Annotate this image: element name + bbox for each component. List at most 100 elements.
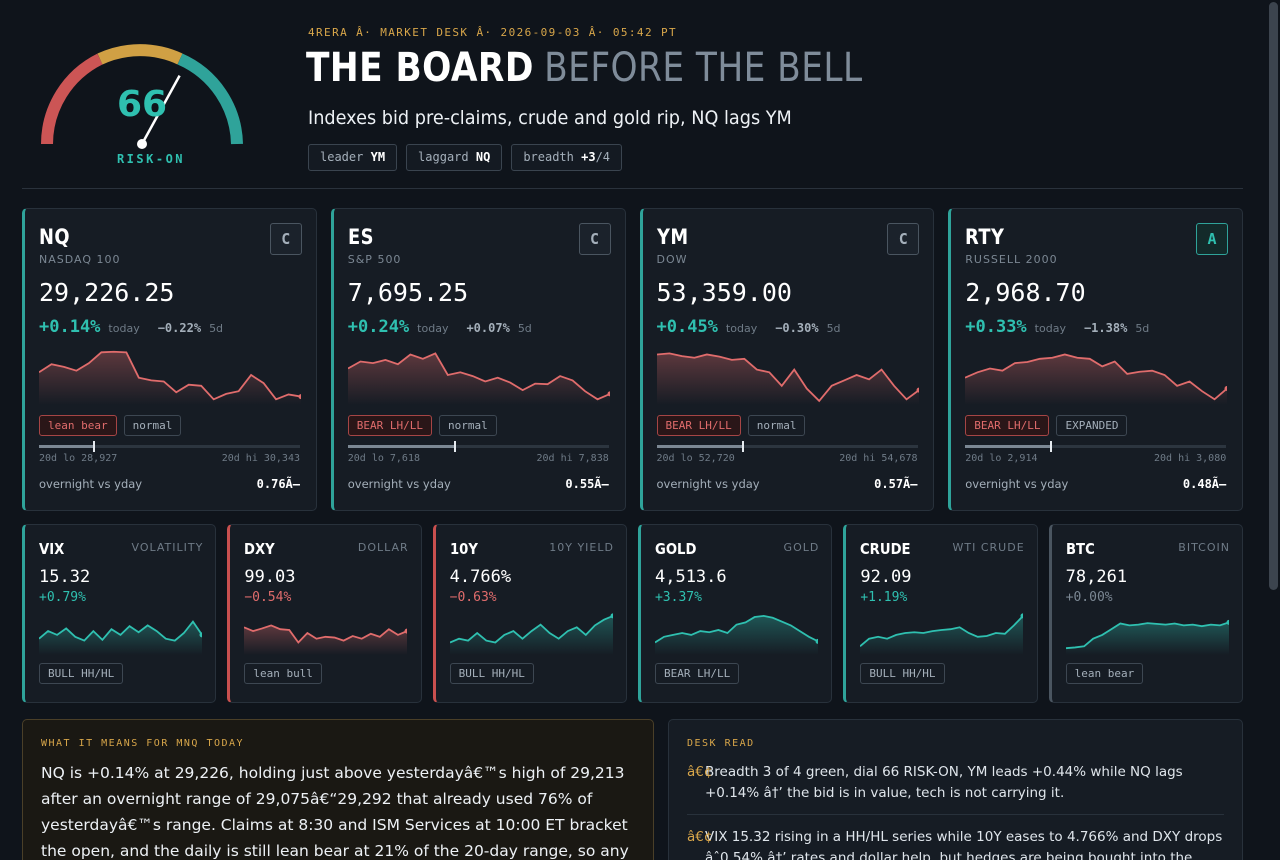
asset-change: +3.37% [654, 590, 702, 605]
sparkline [347, 352, 610, 405]
change-today: +0.14% [39, 317, 101, 337]
asset-card-crude[interactable]: CRUDE WTI CRUDE 92.09 +1.19% BULL HH/HL [843, 524, 1038, 703]
sparkline-last-point [1020, 613, 1024, 619]
sparkline-line [449, 615, 613, 644]
headline: Indexes bid pre-claims, crude and gold r… [308, 107, 792, 129]
sparkline-last-point [298, 394, 301, 400]
sparkline [860, 613, 1024, 655]
overnight-label: overnight vs yday [965, 477, 1069, 491]
chip-label: leader [320, 150, 364, 164]
scrollbar[interactable] [1269, 2, 1278, 590]
trend-tag: BULL HH/HL [449, 663, 534, 684]
range-fill [656, 445, 743, 448]
range-bar [347, 441, 609, 452]
sparkline-area [244, 625, 408, 655]
overnight-value: 0.57Ã— [874, 477, 918, 491]
asset-price: 15.32 [39, 567, 91, 587]
gauge-pivot [137, 139, 147, 149]
asset-price: 4,513.6 [654, 567, 727, 587]
asset-change: −0.63% [449, 590, 497, 605]
asset-price: 99.03 [244, 567, 296, 587]
sparkline-last-point [404, 628, 408, 634]
overnight-label: overnight vs yday [347, 477, 451, 491]
range-low: 20d lo 52,720 [656, 453, 735, 464]
asset-card-vix[interactable]: VIX VOLATILITY 15.32 +0.79% BULL HH/HL [22, 524, 217, 703]
change-today-label: today [417, 322, 449, 335]
desk-item-text: VIX 15.32 rising in a HH/HL series while… [705, 829, 1223, 860]
gauge-arc-mid [97, 44, 183, 65]
range-labels: 20d lo 52,720 20d hi 54,678 [657, 453, 918, 464]
index-cards: NQ NASDAQ 100 C 29,226.25 +0.14% today −… [22, 208, 1243, 511]
change-today: +0.45% [656, 317, 718, 337]
asset-name: 10Y YIELD [549, 541, 614, 554]
sparkline-area [39, 351, 301, 405]
bullet-icon: â€¢ [687, 829, 713, 845]
grade-badge: C [269, 223, 302, 255]
card-tags: BEAR LH/LL EXPANDED [965, 415, 1228, 436]
chip-label: breadth [523, 150, 574, 164]
chip-value: NQ [475, 150, 491, 164]
overnight-label: overnight vs yday [39, 477, 143, 491]
overnight-row: overnight vs yday 0.76Ã— [39, 477, 300, 491]
asset-card-dxy[interactable]: DXY DOLLAR 99.03 −0.54% lean bull [227, 524, 422, 703]
chip-label: laggard [418, 150, 469, 164]
change-today-label: today [1034, 322, 1066, 335]
sparkline [965, 353, 1228, 405]
card-price: 29,226.25 [39, 278, 175, 307]
chip-laggard: laggard NQ [406, 144, 503, 171]
sparkline [1065, 619, 1229, 655]
sparkline-last-point [607, 391, 610, 397]
gauge-value: 66 [117, 84, 167, 125]
trend-tag: BULL HH/HL [860, 663, 945, 684]
sparkline-area [449, 615, 613, 655]
sparkline-line [39, 620, 202, 642]
change-today: +0.33% [965, 317, 1027, 337]
chip-value: YM [370, 150, 386, 164]
index-card-es[interactable]: ES S&P 500 C 7,695.25 +0.24% today +0.07… [330, 208, 626, 511]
overnight-row: overnight vs yday 0.48Ã— [965, 477, 1226, 491]
grade-badge: A [1196, 223, 1228, 255]
range-high: 20d hi 30,343 [221, 453, 300, 464]
summary-chips: leader YM laggard NQ breadth +3/4 [308, 144, 623, 171]
gauge-needle [140, 74, 181, 145]
sparkline-last-point [815, 638, 818, 644]
asset-card-gold[interactable]: GOLD GOLD 4,513.6 +3.37% BEAR LH/LL [637, 524, 833, 703]
asset-change: +1.19% [860, 590, 908, 605]
chip-suffix: /4 [595, 150, 611, 164]
sparkline-line [1065, 621, 1229, 650]
trend-tag: BULL HH/HL [39, 663, 124, 684]
asset-price: 78,261 [1065, 567, 1128, 587]
card-name: S&P 500 [347, 253, 402, 266]
asset-name: DOLLAR [357, 541, 409, 554]
range-marker [1050, 441, 1053, 452]
range-labels: 20d lo 28,927 20d hi 30,343 [39, 453, 300, 464]
asset-change: +0.79% [39, 590, 86, 605]
card-price: 2,968.70 [965, 278, 1086, 307]
sparkline-area [654, 615, 818, 655]
asset-card-10y[interactable]: 10Y 10Y YIELD 4.766% −0.63% BULL HH/HL [432, 524, 627, 703]
trend-tag: lean bull [244, 663, 322, 684]
index-card-rty[interactable]: RTY RUSSELL 2000 A 2,968.70 +0.33% today… [948, 208, 1243, 511]
trend-tag: BEAR LH/LL [656, 415, 741, 436]
change-5d-label: 5d [1135, 322, 1150, 335]
card-symbol: RTY [965, 225, 1005, 249]
range-low: 20d lo 7,618 [347, 453, 420, 464]
asset-symbol: GOLD [654, 540, 697, 558]
asset-change: +0.00% [1065, 590, 1113, 605]
trend-tag: lean bear [1065, 663, 1144, 684]
card-price: 7,695.25 [347, 278, 469, 307]
index-card-ym[interactable]: YM DOW C 53,359.00 +0.45% today −0.30% 5… [639, 208, 935, 511]
overnight-row: overnight vs yday 0.57Ã— [657, 477, 918, 491]
overnight-row: overnight vs yday 0.55Ã— [348, 477, 609, 491]
sparkline-area [656, 353, 919, 405]
sparkline [39, 620, 202, 655]
card-symbol: ES [347, 225, 374, 249]
volatility-tag: normal [747, 415, 806, 436]
desk-item-text: Breadth 3 of 4 green, dial 66 RISK-ON, Y… [705, 764, 1183, 801]
asset-card-btc[interactable]: BTC BITCOIN 78,261 +0.00% lean bear [1048, 524, 1243, 703]
asset-symbol: DXY [244, 540, 276, 558]
sparkline-area [1065, 622, 1229, 655]
index-card-nq[interactable]: NQ NASDAQ 100 C 29,226.25 +0.14% today −… [22, 208, 317, 511]
range-high: 20d hi 54,678 [839, 453, 918, 464]
mnq-heading: WHAT IT MEANS FOR MNQ TODAY [41, 738, 245, 749]
